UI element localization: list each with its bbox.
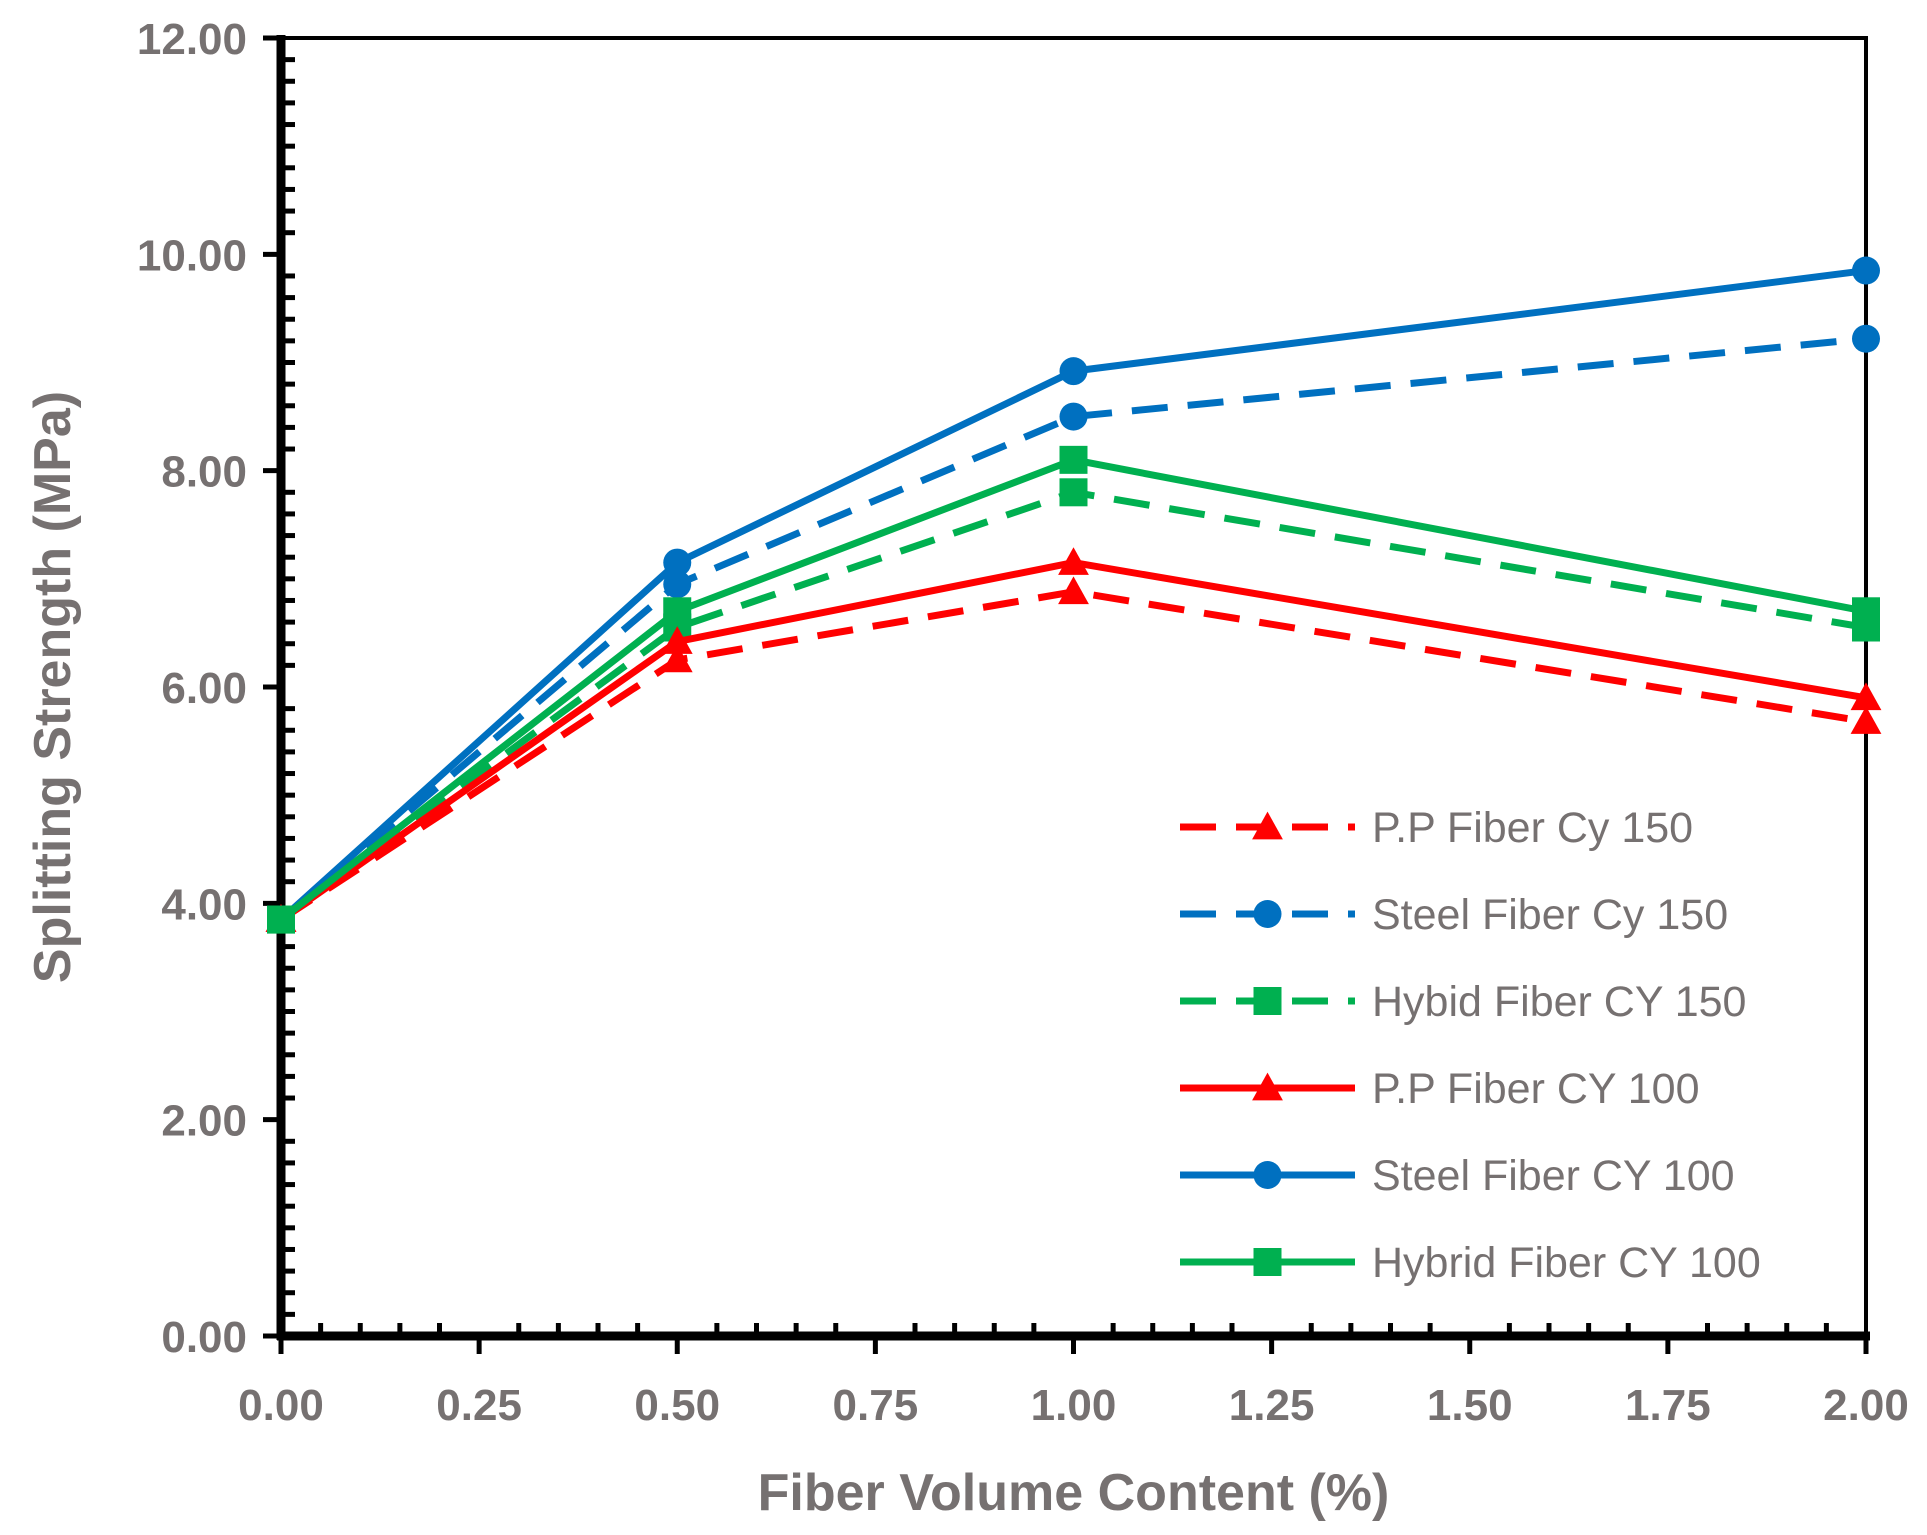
y-tick-label: 2.00 xyxy=(161,1097,247,1146)
data-point-triangle xyxy=(1058,576,1089,605)
y-tick-label: 8.00 xyxy=(161,448,247,497)
data-point-circle xyxy=(1059,357,1088,386)
data-point-triangle xyxy=(1850,682,1882,711)
x-tick-label: 0.25 xyxy=(436,1381,522,1430)
x-axis-title: Fiber Volume Content (%) xyxy=(758,1464,1390,1522)
data-point-circle xyxy=(1253,900,1282,928)
data-point-triangle xyxy=(661,626,693,654)
x-tick-label: 0.00 xyxy=(238,1381,324,1430)
tick-labels: 0.00 2.00 4.00 6.00 8.00 10.00 12.00 0.00 0.25 0.… xyxy=(137,15,1909,1430)
y-tick-label: 4.00 xyxy=(161,880,247,929)
data-point-triangle xyxy=(661,644,693,673)
legend-label: Steel Fiber CY 100 xyxy=(1372,1152,1735,1200)
legend-entry: Hybrid Fiber CY 100 xyxy=(1180,1239,1761,1287)
y-tick-label: 10.00 xyxy=(137,231,247,280)
x-tick-label: 1.00 xyxy=(1031,1381,1117,1430)
y-tick-label: 12.00 xyxy=(137,15,247,64)
y-axis-title: Splitting Strength (MPa) xyxy=(24,391,82,983)
series-line xyxy=(278,559,1867,923)
x-tick-label: 1.25 xyxy=(1229,1381,1315,1430)
data-point-circle xyxy=(1852,324,1880,353)
legend-entry: Steel Fiber Cy 150 xyxy=(1180,891,1728,939)
data-point-square xyxy=(1253,987,1282,1015)
x-tick-label: 1.50 xyxy=(1427,1381,1513,1430)
series-5 xyxy=(267,445,1880,934)
data-point-square xyxy=(1059,478,1088,507)
series-line xyxy=(278,267,1867,923)
data-point-triangle xyxy=(1058,547,1089,575)
series-2 xyxy=(267,478,1880,934)
data-point-square xyxy=(1253,1248,1282,1276)
legend-label: Steel Fiber Cy 150 xyxy=(1372,891,1728,939)
data-point-circle xyxy=(1253,1161,1282,1189)
x-tick-label: 0.75 xyxy=(833,1381,919,1430)
data-point-triangle xyxy=(1252,811,1283,840)
data-point-circle xyxy=(1059,402,1088,431)
data-point-square xyxy=(663,597,692,626)
series-line xyxy=(278,488,1867,923)
plot-border xyxy=(279,36,1868,1338)
series-line xyxy=(278,335,1867,923)
legend-entry: P.P Fiber CY 100 xyxy=(1180,1065,1700,1113)
data-point-circle xyxy=(1852,256,1880,285)
x-tick-label: 1.75 xyxy=(1625,1381,1711,1430)
legend: P.P Fiber Cy 150 Steel Fiber Cy 150 Hybid … xyxy=(1180,804,1761,1287)
data-point-square xyxy=(1059,445,1088,474)
x-tick-label: 0.50 xyxy=(634,1381,720,1430)
legend-entry: Hybid Fiber CY 150 xyxy=(1180,978,1746,1026)
series-line xyxy=(278,456,1867,923)
legend-label: Hybid Fiber CY 150 xyxy=(1372,978,1746,1026)
data-point-circle xyxy=(663,570,692,599)
legend-label: Hybrid Fiber CY 100 xyxy=(1372,1239,1761,1287)
legend-label: P.P Fiber CY 100 xyxy=(1372,1065,1700,1113)
y-tick-label: 0.00 xyxy=(161,1313,247,1362)
legend-label: P.P Fiber Cy 150 xyxy=(1372,804,1693,852)
y-tick-label: 6.00 xyxy=(161,664,247,713)
data-point-square xyxy=(1852,597,1880,626)
x-tick-label: 2.00 xyxy=(1823,1381,1909,1430)
data-point-triangle xyxy=(1850,706,1882,734)
series-line xyxy=(279,588,1867,923)
data-point-square xyxy=(267,905,295,934)
data-point-circle xyxy=(663,548,692,577)
legend-entry: P.P Fiber Cy 150 xyxy=(1180,804,1693,852)
data-point-triangle xyxy=(1252,1072,1283,1101)
legend-entry: Steel Fiber CY 100 xyxy=(1180,1152,1735,1200)
series-lines xyxy=(265,256,1882,934)
